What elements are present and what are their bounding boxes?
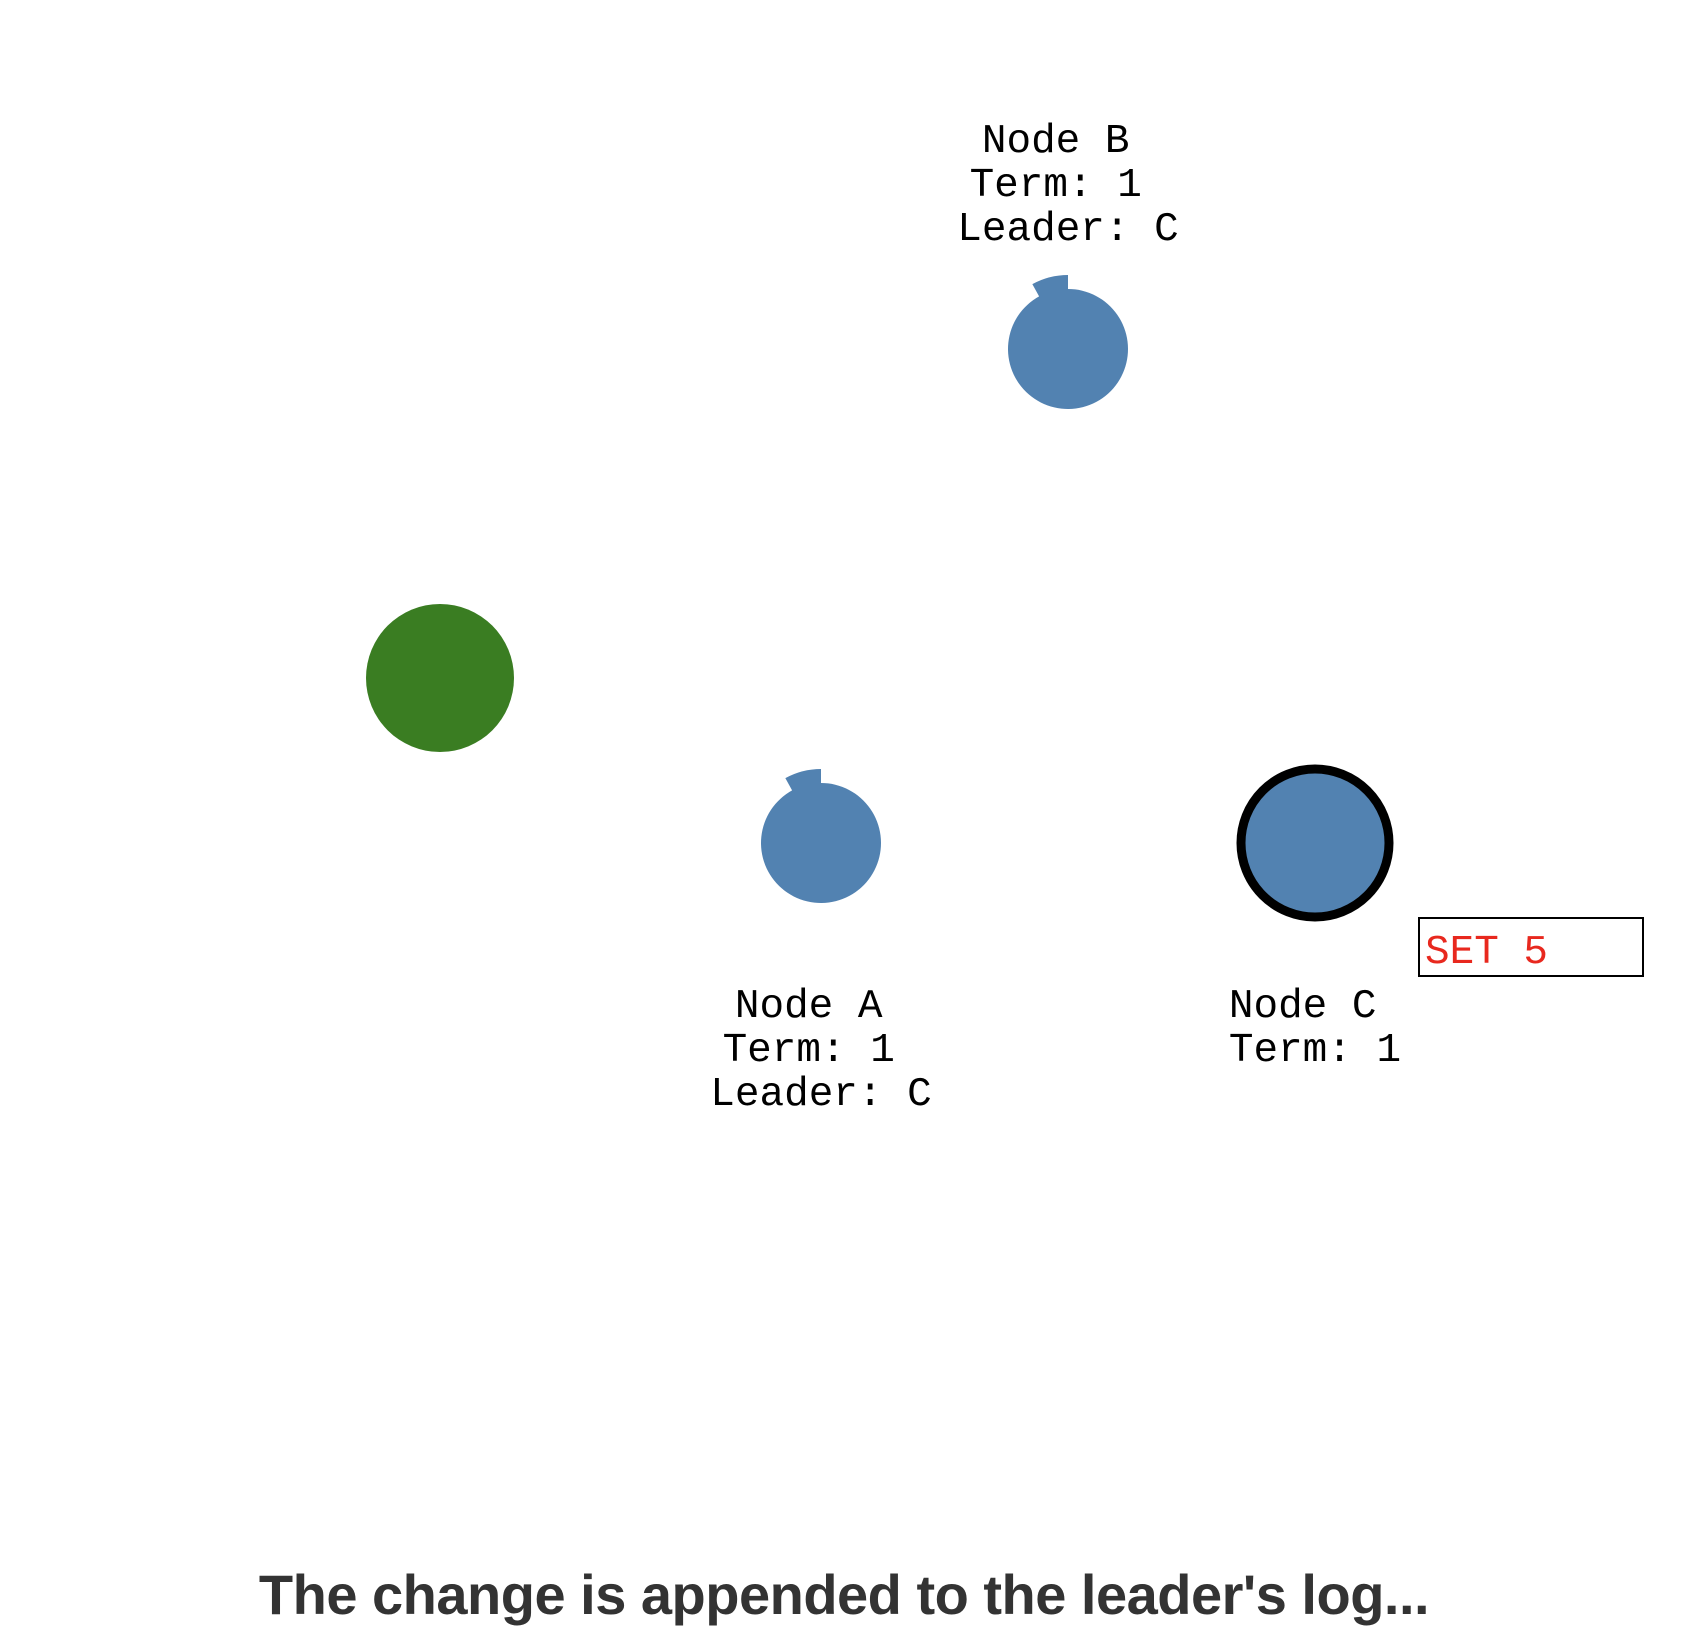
node-c-term: Term: 1 [1229, 1028, 1401, 1074]
node-a-leader: Leader: C [710, 1072, 931, 1118]
node-b[interactable]: Node B Term: 1 Leader: C [957, 119, 1179, 409]
node-a-name: Node A [735, 984, 883, 1030]
client-node[interactable] [366, 604, 514, 752]
log-entry-text: SET 5 [1425, 930, 1548, 976]
log-entry-box [1418, 917, 1644, 977]
node-b-term: Term: 1 [970, 163, 1142, 209]
node-b-name: Node B [982, 119, 1130, 165]
node-b-label: Node B Term: 1 Leader: C [957, 119, 1178, 253]
node-b-circle[interactable] [1008, 275, 1128, 409]
node-a-circle[interactable] [760, 769, 881, 904]
node-c[interactable]: Node C Term: 1 SET 5 [1229, 764, 1644, 1074]
node-c-label: Node C Term: 1 [1229, 984, 1401, 1074]
node-c-name: Node C [1229, 984, 1377, 1030]
node-a-term: Term: 1 [723, 1028, 895, 1074]
node-c-log: SET 5 [1418, 917, 1644, 977]
node-c-circle[interactable] [1236, 764, 1394, 922]
node-a[interactable]: Node A Term: 1 Leader: C [710, 769, 932, 1118]
node-a-label: Node A Term: 1 Leader: C [710, 984, 931, 1118]
step-caption: The change is appended to the leader's l… [258, 1563, 1430, 1626]
node-b-leader: Leader: C [957, 207, 1178, 253]
